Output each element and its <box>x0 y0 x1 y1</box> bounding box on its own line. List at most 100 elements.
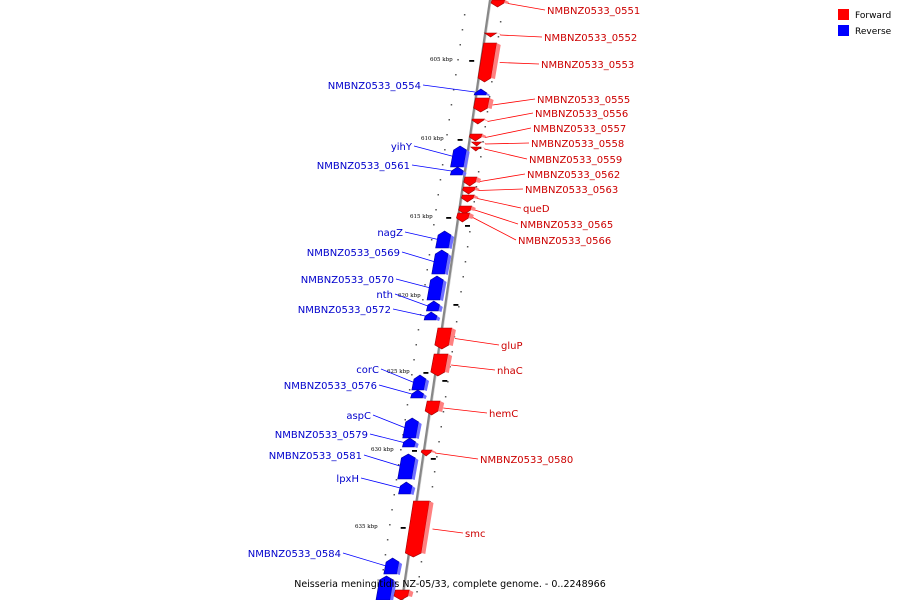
gene-body <box>468 133 483 142</box>
reverse-gene-feature[interactable] <box>431 249 452 275</box>
reverse-gene-feature[interactable] <box>402 437 419 448</box>
forward-gene-feature[interactable] <box>430 353 453 377</box>
forward-gene-feature[interactable] <box>477 42 501 83</box>
reverse-gene-label[interactable]: NMBNZ0533_0581 <box>269 451 362 462</box>
minor-tick-dot <box>428 254 431 256</box>
forward-gene-feature[interactable] <box>468 133 487 142</box>
forward-gene-feature[interactable] <box>434 327 456 350</box>
forward-gene-feature[interactable] <box>463 176 481 187</box>
minor-tick-dot <box>393 494 395 496</box>
reverse-gene-feature[interactable] <box>375 575 397 600</box>
reverse-label-leader <box>378 384 412 395</box>
reverse-gene-feature[interactable] <box>383 557 403 575</box>
reverse-gene-label[interactable]: yihY <box>391 142 413 153</box>
reverse-label-leader <box>360 477 401 489</box>
reverse-gene-feature[interactable] <box>449 166 467 176</box>
reverse-gene-label[interactable]: NMBNZ0533_0561 <box>317 161 410 172</box>
gene-body <box>431 249 449 275</box>
kbp-tick-mark <box>412 450 417 452</box>
gene-shade <box>480 147 486 149</box>
forward-gene-label[interactable]: NMBNZ0533_0557 <box>533 124 626 135</box>
forward-gene-label[interactable]: NMBNZ0533_0566 <box>518 236 611 247</box>
minor-tick-dot <box>400 449 402 451</box>
forward-label-leader <box>472 217 517 241</box>
reverse-gene-feature[interactable] <box>411 374 429 391</box>
forward-gene-feature[interactable] <box>471 118 489 125</box>
forward-gene-feature[interactable] <box>424 400 445 416</box>
forward-gene-label[interactable]: queD <box>523 204 550 215</box>
reverse-gene-label[interactable]: lpxH <box>336 474 359 485</box>
forward-gene-feature[interactable] <box>420 449 436 457</box>
minor-tick-dot <box>418 576 420 578</box>
forward-gene-label[interactable]: NMBNZ0533_0551 <box>547 6 640 17</box>
reverse-gene-label[interactable]: NMBNZ0533_0554 <box>328 81 421 92</box>
reverse-gene-feature[interactable] <box>397 453 419 480</box>
forward-gene-label[interactable]: NMBNZ0533_0555 <box>537 95 630 106</box>
forward-label-leader <box>484 148 528 160</box>
forward-gene-feature[interactable] <box>462 186 480 195</box>
forward-gene-feature[interactable] <box>469 146 486 152</box>
forward-gene-feature[interactable] <box>456 212 474 223</box>
strand-legend: Forward Reverse <box>838 9 892 37</box>
reverse-gene-label[interactable]: NMBNZ0533_0572 <box>298 305 391 316</box>
forward-gene-feature[interactable] <box>458 205 476 215</box>
gene-shade <box>414 442 419 448</box>
forward-gene-label[interactable]: NMBNZ0533_0559 <box>529 155 622 166</box>
reverse-gene-label[interactable]: NMBNZ0533_0570 <box>301 275 394 286</box>
reverse-gene-feature[interactable] <box>450 145 470 168</box>
forward-gene-label[interactable]: gluP <box>501 341 523 352</box>
forward-gene-feature[interactable] <box>404 500 434 558</box>
minor-tick-dot <box>450 104 453 106</box>
forward-gene-feature[interactable] <box>483 32 502 38</box>
reverse-gene-feature[interactable] <box>426 300 443 312</box>
minor-tick-dot <box>451 351 453 353</box>
reverse-gene-label[interactable]: aspC <box>346 411 371 422</box>
forward-gene-feature[interactable] <box>473 97 494 113</box>
reverse-gene-label[interactable]: NMBNZ0533_0579 <box>275 430 368 441</box>
forward-gene-label[interactable]: NMBNZ0533_0552 <box>544 33 637 44</box>
gene-shade <box>481 142 487 144</box>
forward-gene-label[interactable]: NMBNZ0533_0553 <box>541 60 634 71</box>
kbp-tick-mark <box>442 380 448 382</box>
reverse-gene-label[interactable]: nth <box>376 290 393 301</box>
forward-gene-label[interactable]: NMBNZ0533_0558 <box>531 139 624 150</box>
forward-label-leader <box>500 34 543 38</box>
forward-gene-label[interactable]: nhaC <box>497 366 523 377</box>
reverse-gene-feature[interactable] <box>473 88 490 96</box>
minor-tick-dot <box>433 224 435 226</box>
forward-gene-label[interactable]: NMBNZ0533_0563 <box>525 185 618 196</box>
kbp-tick-mark <box>465 225 470 227</box>
reverse-gene-label[interactable]: NMBNZ0533_0576 <box>284 381 377 392</box>
reverse-gene-label[interactable]: nagZ <box>377 228 403 239</box>
minor-tick-dot <box>382 569 384 571</box>
reverse-gene-label[interactable]: NMBNZ0533_0569 <box>307 248 400 259</box>
forward-gene-label[interactable]: hemC <box>489 409 518 420</box>
minor-tick-dot <box>449 366 451 368</box>
reverse-gene-feature[interactable] <box>402 417 422 439</box>
reverse-gene-feature[interactable] <box>435 230 455 249</box>
reverse-gene-label[interactable]: NMBNZ0533_0584 <box>248 549 341 560</box>
reverse-gene-feature[interactable] <box>410 389 427 399</box>
reverse-gene-label[interactable]: corC <box>356 365 379 376</box>
minor-tick-dot <box>430 239 433 241</box>
forward-gene-label[interactable]: smc <box>465 529 485 540</box>
reverse-gene-feature[interactable] <box>426 275 447 301</box>
forward-gene-label[interactable]: NMBNZ0533_0556 <box>535 109 628 120</box>
forward-gene-label[interactable]: NMBNZ0533_0580 <box>480 455 573 466</box>
legend-forward-swatch <box>838 9 849 20</box>
kbp-tick-mark <box>453 304 459 306</box>
minor-tick-dot <box>469 231 471 233</box>
gene-shade <box>496 33 502 35</box>
gene-body <box>477 42 498 83</box>
forward-gene-label[interactable]: NMBNZ0533_0562 <box>527 170 620 181</box>
forward-gene-feature[interactable] <box>470 141 487 147</box>
reverse-gene-feature[interactable] <box>423 311 441 321</box>
reverse-gene-feature[interactable] <box>398 481 416 495</box>
forward-gene-label[interactable]: NMBNZ0533_0565 <box>520 220 613 231</box>
forward-label-leader <box>477 198 522 209</box>
kbp-tick-mark <box>457 139 463 141</box>
forward-gene-feature[interactable] <box>393 589 414 600</box>
forward-gene-feature[interactable] <box>461 194 479 203</box>
forward-gene-feature[interactable] <box>490 0 509 8</box>
